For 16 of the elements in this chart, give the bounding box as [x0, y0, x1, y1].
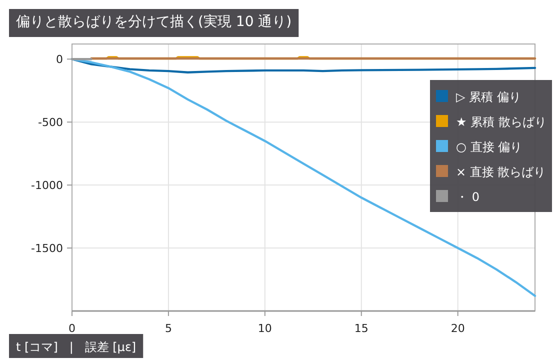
- x-tick-label: 5: [164, 322, 172, 335]
- legend-label: ▷ 累積 偏り: [456, 90, 521, 104]
- x-tick-label: 10: [258, 322, 272, 335]
- text: t [コマ] | 誤差 [με]: [16, 340, 136, 354]
- y-tick-label: -1500: [31, 242, 63, 256]
- legend-label: ○ 直接 偏り: [456, 140, 522, 154]
- x-tick-label: 0: [68, 322, 76, 335]
- x-tick-label: 15: [354, 322, 368, 335]
- y-tick-label: -1000: [31, 179, 63, 192]
- y-tick-label: -500: [38, 116, 63, 130]
- y-tick-label: 0: [56, 53, 63, 66]
- chart-title: 偏りと散らばりを分けて描く(実現 10 通り): [16, 14, 292, 30]
- legend-label: ★ 累積 散らばり: [456, 115, 546, 129]
- x-tick-label: 20: [450, 322, 465, 335]
- legend-label: × 直接 散らばり: [456, 165, 546, 179]
- legend-label: ・ 0: [456, 190, 480, 204]
